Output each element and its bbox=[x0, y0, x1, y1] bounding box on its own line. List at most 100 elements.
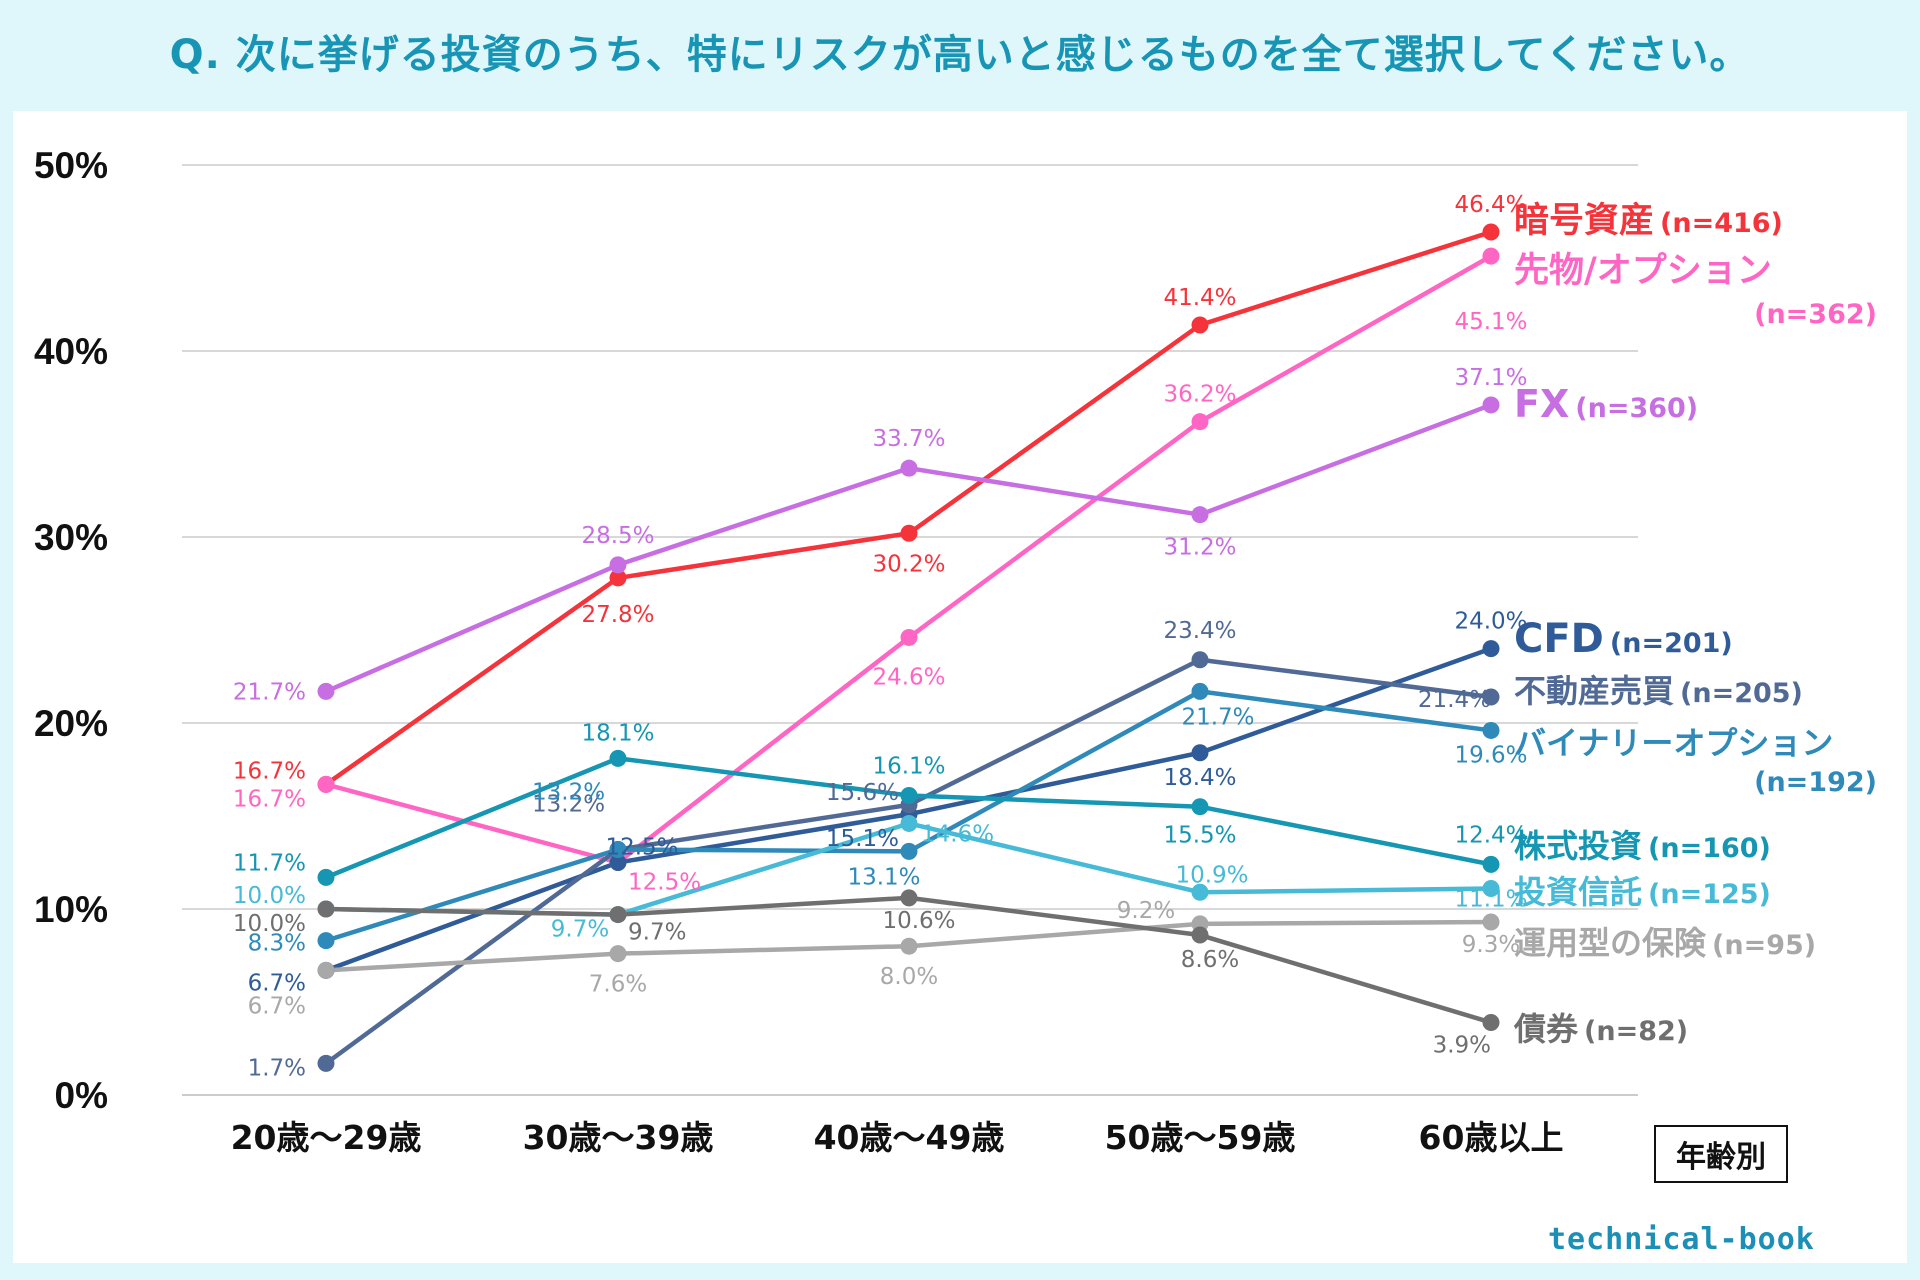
legend-n: (n=82) bbox=[1584, 1016, 1688, 1047]
data-label: 15.1% bbox=[826, 826, 899, 852]
data-point bbox=[1482, 640, 1500, 658]
data-label: 13.1% bbox=[847, 864, 920, 890]
data-label: 10.6% bbox=[882, 908, 955, 934]
chart-title: Q. 次に挙げる投資のうち、特にリスクが高いと感じるものを全て選択してください。 bbox=[169, 32, 1751, 78]
data-point bbox=[1191, 682, 1209, 700]
data-point bbox=[317, 868, 335, 886]
data-label: 15.5% bbox=[1163, 823, 1236, 849]
y-tick-label: 50% bbox=[34, 145, 108, 186]
data-label: 13.2% bbox=[532, 791, 605, 817]
data-label: 8.3% bbox=[248, 931, 306, 957]
data-point bbox=[1191, 651, 1209, 669]
data-point bbox=[900, 937, 918, 955]
x-tick-label: 40歳〜49歳 bbox=[814, 1118, 1005, 1157]
data-label: 31.2% bbox=[1163, 535, 1236, 561]
legend-label-8: 運用型の保険 (n=95) bbox=[1514, 924, 1816, 962]
data-label: 6.7% bbox=[248, 970, 306, 996]
data-label: 13.2% bbox=[532, 779, 605, 805]
data-label: 11.7% bbox=[233, 850, 306, 876]
legend-label-7: 投資信託 (n=125) bbox=[1514, 873, 1771, 911]
legend-name: 投資信託 bbox=[1514, 873, 1642, 911]
data-label: 7.6% bbox=[589, 972, 647, 998]
data-label: 10.0% bbox=[233, 911, 306, 937]
legend-name: 債券 bbox=[1513, 1010, 1579, 1048]
legend-label-9: 債券 (n=82) bbox=[1513, 1010, 1688, 1048]
data-label: 8.0% bbox=[880, 964, 938, 990]
data-label: 16.1% bbox=[872, 754, 945, 780]
data-label: 24.0% bbox=[1454, 609, 1527, 635]
data-label: 21.7% bbox=[233, 679, 306, 705]
data-label: 18.4% bbox=[1163, 765, 1236, 791]
data-label: 1.7% bbox=[248, 1055, 306, 1081]
data-label: 24.6% bbox=[872, 664, 945, 690]
legend-n: (n=416) bbox=[1660, 208, 1783, 239]
legend-n: (n=125) bbox=[1648, 879, 1771, 910]
legend-name: 運用型の保険 bbox=[1514, 924, 1707, 962]
legend-name: FX bbox=[1514, 382, 1569, 426]
data-label: 37.1% bbox=[1454, 365, 1527, 391]
data-point bbox=[1482, 688, 1500, 706]
data-label: 6.7% bbox=[248, 993, 306, 1019]
data-point bbox=[1482, 855, 1500, 873]
data-label: 45.1% bbox=[1454, 309, 1527, 335]
data-label: 16.7% bbox=[233, 786, 306, 812]
data-point bbox=[1482, 396, 1500, 414]
data-label: 9.7% bbox=[628, 920, 686, 946]
data-point bbox=[609, 840, 627, 858]
age-group-label: 年齢別 bbox=[1654, 1125, 1788, 1183]
legend-n: (n=205) bbox=[1680, 678, 1803, 709]
data-point bbox=[1482, 247, 1500, 265]
data-label: 18.1% bbox=[581, 720, 654, 746]
legend-n: (n=95) bbox=[1712, 930, 1816, 961]
data-point bbox=[317, 961, 335, 979]
data-point bbox=[317, 775, 335, 793]
data-point bbox=[1191, 798, 1209, 816]
legend-label-6: 株式投資 (n=160) bbox=[1514, 827, 1771, 865]
data-point bbox=[609, 945, 627, 963]
legend-n: (n=192) bbox=[1754, 767, 1877, 798]
data-point bbox=[1482, 1013, 1500, 1031]
legend-name: 不動産売買 bbox=[1514, 672, 1674, 710]
y-tick-label: 10% bbox=[34, 889, 108, 930]
data-point bbox=[609, 906, 627, 924]
data-label: 30.2% bbox=[872, 551, 945, 577]
data-label: 41.4% bbox=[1163, 285, 1236, 311]
data-point bbox=[609, 854, 627, 871]
data-point bbox=[609, 556, 627, 574]
data-label: 3.9% bbox=[1433, 1032, 1491, 1058]
legend-name: 暗号資産 bbox=[1514, 201, 1654, 241]
data-label: 9.7% bbox=[551, 917, 609, 943]
data-point bbox=[900, 814, 918, 832]
data-label: 33.7% bbox=[872, 426, 945, 452]
data-label: 12.5% bbox=[605, 835, 678, 861]
data-point bbox=[1482, 721, 1500, 739]
x-tick-label: 30歳〜39歳 bbox=[523, 1118, 714, 1157]
data-point bbox=[1191, 413, 1209, 431]
data-point bbox=[1482, 223, 1500, 241]
data-label: 15.6% bbox=[826, 780, 899, 806]
data-label: 36.2% bbox=[1163, 382, 1236, 408]
x-tick-label: 20歳〜29歳 bbox=[231, 1118, 422, 1157]
legend-label-2: FX (n=360) bbox=[1514, 382, 1698, 426]
legend-n: (n=201) bbox=[1610, 628, 1733, 659]
data-label: 28.5% bbox=[581, 523, 654, 549]
data-label: 21.4% bbox=[1418, 687, 1491, 713]
data-point bbox=[1191, 506, 1209, 524]
legend-label-0: 暗号資産 (n=416) bbox=[1514, 201, 1783, 241]
data-label: 10.9% bbox=[1175, 862, 1248, 888]
data-label: 11.1% bbox=[1454, 887, 1527, 913]
data-label: 46.4% bbox=[1454, 192, 1527, 218]
legend-name: CFD bbox=[1514, 616, 1604, 662]
data-label: 16.7% bbox=[233, 758, 306, 784]
data-label: 23.4% bbox=[1163, 618, 1236, 644]
legend-name: 株式投資 bbox=[1514, 827, 1642, 865]
data-point bbox=[900, 842, 918, 860]
data-label: 12.5% bbox=[628, 870, 701, 896]
data-label: 19.6% bbox=[1454, 742, 1527, 768]
x-tick-label: 60歳以上 bbox=[1419, 1118, 1564, 1157]
legend-n: (n=160) bbox=[1648, 833, 1771, 864]
data-label: 8.6% bbox=[1181, 947, 1239, 973]
data-point bbox=[900, 628, 918, 646]
y-tick-label: 20% bbox=[34, 703, 108, 744]
data-point bbox=[317, 900, 335, 918]
